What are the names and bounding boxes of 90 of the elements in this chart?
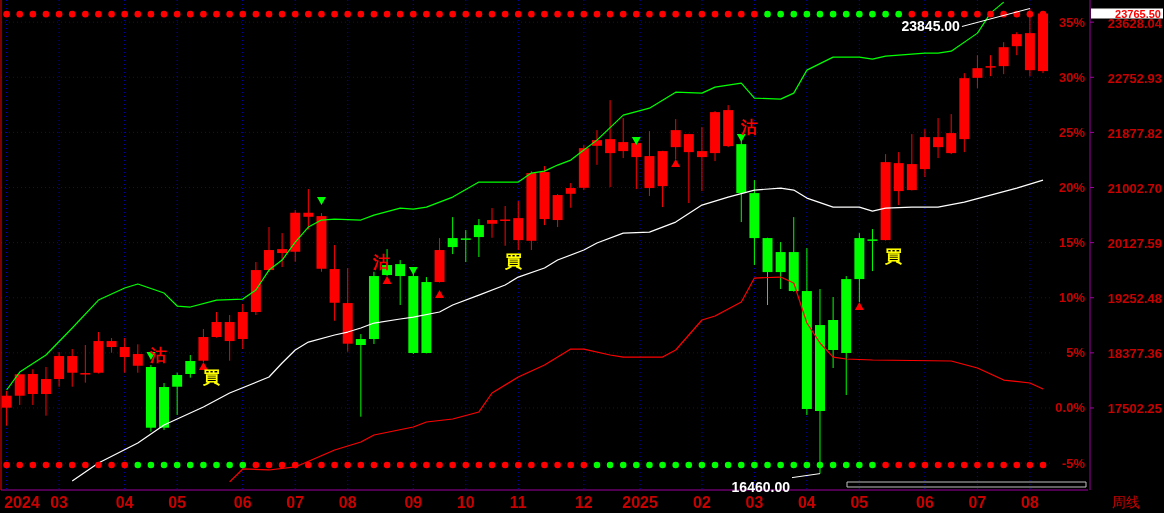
candlestick — [447, 216, 458, 255]
x-tick-label: 05 — [850, 493, 869, 511]
candlestick — [460, 229, 471, 263]
y-tick-label: 22752.93 — [1107, 70, 1162, 86]
point — [382, 276, 392, 285]
point — [671, 159, 681, 168]
x-tick-label: 2025 — [622, 493, 658, 511]
x-tick-label: 08 — [338, 493, 357, 511]
x-tick-label: 07 — [286, 493, 305, 511]
point — [854, 302, 864, 311]
candlestick — [972, 54, 983, 89]
candlestick — [513, 200, 524, 251]
x-tick-label: 04 — [115, 493, 134, 511]
candlestick — [80, 344, 91, 384]
annotation: 買 — [503, 250, 522, 271]
line-series — [229, 276, 1044, 483]
annotation: 買 — [884, 245, 903, 266]
candlestick — [303, 188, 314, 230]
point — [408, 267, 418, 276]
point — [198, 361, 208, 370]
candlestick — [132, 343, 143, 374]
candlestick — [395, 259, 406, 306]
candlestick — [40, 366, 51, 417]
annotation: 沽 — [739, 117, 758, 138]
point — [631, 137, 641, 146]
x-tick-label: 06 — [233, 493, 252, 511]
candlestick — [119, 337, 130, 374]
x-tick-label: 2024 — [4, 493, 40, 511]
candlestick — [618, 117, 629, 159]
candlestick — [67, 348, 78, 388]
annotation: 16460.00 — [731, 479, 791, 496]
x-tick-label: 05 — [168, 493, 187, 511]
x-tick-label: 02 — [693, 493, 711, 511]
candlestick — [185, 354, 196, 379]
candlestick — [224, 314, 235, 362]
y-tick-label: 17502.25 — [1107, 401, 1162, 417]
y-tick-label: 23765.50 — [1115, 7, 1161, 20]
x-tick-label: 08 — [1021, 493, 1039, 511]
line-series — [71, 179, 1044, 482]
candlestick — [473, 218, 484, 258]
y2-tick-label: 5% — [1066, 345, 1086, 361]
y-tick-label: 19252.48 — [1107, 291, 1162, 307]
candlestick — [211, 311, 222, 339]
annotation: 23845.00 — [901, 17, 961, 34]
annotation: 買 — [201, 367, 220, 388]
candlestick — [1011, 31, 1022, 56]
x-tick-label: 06 — [916, 493, 934, 511]
x-tick-label: 07 — [968, 493, 987, 511]
candlestick — [27, 368, 38, 406]
y2-tick-label: 20% — [1058, 180, 1086, 196]
candlestick — [264, 226, 274, 273]
candlestick — [14, 373, 25, 406]
x-tick-label: 10 — [456, 493, 475, 511]
candlestick — [998, 41, 1009, 75]
y2-tick-label: 30% — [1058, 69, 1086, 85]
y-tick-label: 21877.82 — [1107, 125, 1162, 141]
point — [435, 290, 445, 299]
candlestick — [605, 99, 616, 188]
candlestick — [867, 228, 878, 272]
candlestick — [500, 205, 511, 247]
candlestick — [487, 207, 498, 239]
y-tick-label: 18377.36 — [1107, 346, 1162, 362]
x-tick-label: 12 — [574, 493, 593, 511]
x-tick-label: 11 — [509, 493, 527, 511]
x-tick-label: 03 — [745, 493, 764, 511]
candlestick — [54, 351, 65, 388]
y2-tick-label: 10% — [1058, 290, 1086, 306]
candlestick — [683, 133, 694, 204]
y-tick-label: 20127.59 — [1107, 236, 1162, 252]
candlestick — [696, 126, 707, 192]
y2-tick-label: 25% — [1058, 124, 1086, 140]
candlestick — [565, 182, 576, 209]
candlestick — [277, 232, 288, 268]
point — [316, 197, 326, 206]
candlestick — [172, 372, 183, 416]
candlestick — [355, 333, 366, 418]
x-tick-label: 04 — [797, 493, 816, 511]
candlestick — [775, 241, 786, 290]
x-axis-title: 周线 — [1112, 494, 1140, 510]
candlestick — [933, 117, 944, 159]
y2-tick-label: 15% — [1058, 235, 1086, 251]
x-tick-label: 03 — [50, 493, 69, 511]
candlestick — [985, 54, 996, 77]
y2-tick-label: -5% — [1061, 455, 1086, 471]
x-tick-label: 09 — [404, 493, 423, 511]
y2-tick-label: 0.0% — [1055, 400, 1086, 416]
y2-tick-label: 35% — [1058, 14, 1086, 30]
annotation: 沽 — [149, 345, 168, 366]
candlestick — [946, 113, 957, 155]
y-tick-label: 21002.70 — [1107, 181, 1162, 197]
